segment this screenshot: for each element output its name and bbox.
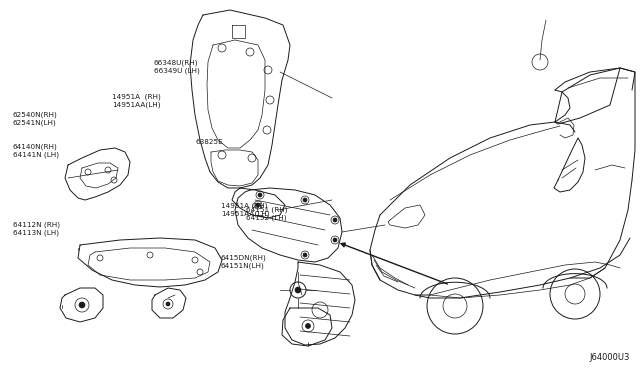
Text: 14951A (RH)
14951AA(LH): 14951A (RH) 14951AA(LH): [221, 203, 269, 217]
Circle shape: [303, 253, 307, 257]
Circle shape: [166, 302, 170, 306]
Text: 63825E: 63825E: [195, 140, 223, 145]
Text: 64151 (RH)
64152 (LH): 64151 (RH) 64152 (LH): [246, 206, 288, 221]
Circle shape: [258, 193, 262, 197]
Text: J64000U3: J64000U3: [589, 353, 630, 362]
Text: 14951A  (RH)
14951AA(LH): 14951A (RH) 14951AA(LH): [112, 93, 161, 108]
Circle shape: [79, 302, 85, 308]
Circle shape: [295, 287, 301, 293]
Circle shape: [303, 198, 307, 202]
Circle shape: [333, 238, 337, 242]
Text: 62540N(RH)
62541N(LH): 62540N(RH) 62541N(LH): [13, 112, 58, 126]
Circle shape: [305, 324, 310, 328]
Text: 64112N (RH)
64113N (LH): 64112N (RH) 64113N (LH): [13, 221, 60, 236]
Circle shape: [256, 203, 260, 207]
Text: 66348U(RH)
66349U (LH): 66348U(RH) 66349U (LH): [154, 60, 199, 74]
Text: 64140N(RH)
64141N (LH): 64140N(RH) 64141N (LH): [13, 143, 59, 158]
Circle shape: [333, 218, 337, 222]
Text: 6415DN(RH)
64151N(LH): 6415DN(RH) 64151N(LH): [221, 255, 266, 269]
